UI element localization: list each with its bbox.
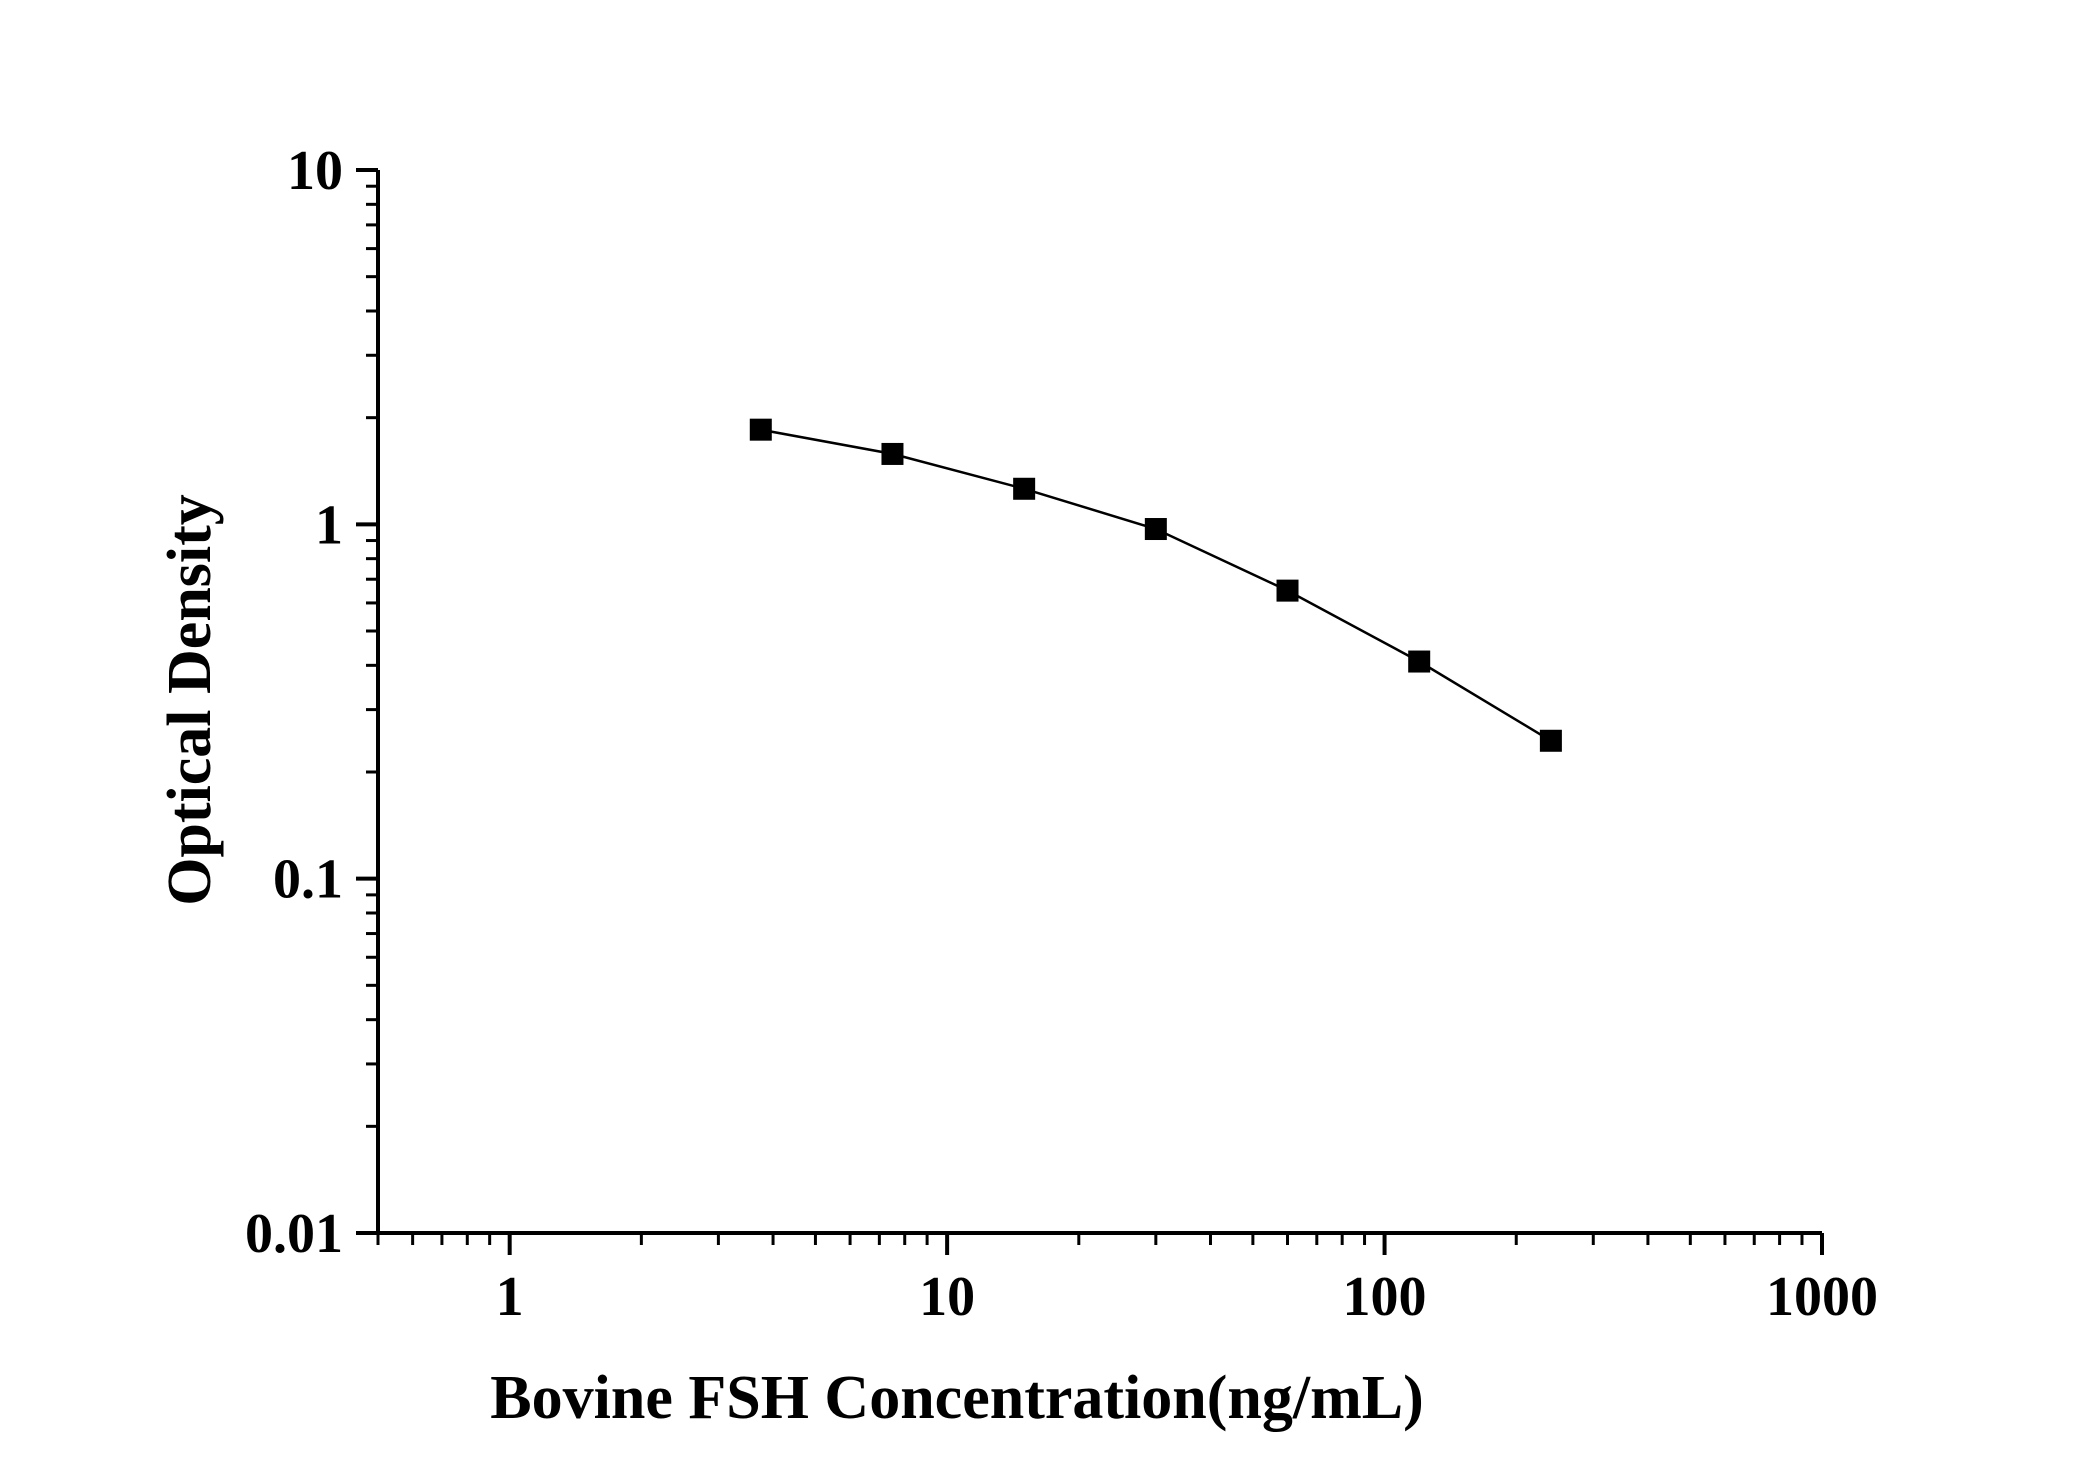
plot-area [749, 418, 1562, 752]
data-point [1276, 579, 1299, 602]
data-point [1144, 518, 1167, 541]
x-tick-labels: 1 10 100 1000 [496, 1266, 1878, 1328]
y-axis-title: Optical Density [156, 494, 224, 906]
data-point [881, 442, 904, 465]
x-tick-label: 100 [1343, 1266, 1427, 1328]
x-tick-label: 1 [496, 1266, 524, 1328]
y-tick-label: 0.01 [245, 1203, 343, 1265]
y-tick-label: 1 [315, 494, 343, 556]
axes [356, 168, 1824, 1255]
y-tick-label: 10 [287, 140, 343, 202]
data-point [749, 418, 772, 441]
y-tick-labels: 0.01 0.1 1 10 [245, 140, 343, 1265]
data-point [1408, 650, 1431, 673]
x-axis-title: Bovine FSH Concentration(ng/mL) [490, 1364, 1423, 1432]
y-tick-label: 0.1 [273, 849, 343, 911]
series-line [760, 428, 1552, 742]
data-point [1013, 477, 1036, 500]
x-tick-label: 10 [919, 1266, 975, 1328]
x-tick-label: 1000 [1766, 1266, 1878, 1328]
data-point [1539, 729, 1562, 752]
